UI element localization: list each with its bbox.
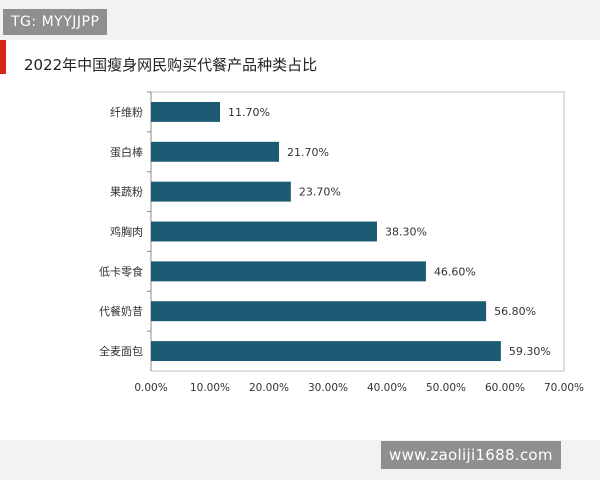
category-label: 纤维粉 — [110, 106, 143, 119]
data-label: 56.80% — [494, 305, 536, 318]
x-tick-label: 40.00% — [367, 382, 407, 394]
bar — [151, 301, 487, 322]
x-tick-label: 50.00% — [426, 382, 466, 394]
bars — [151, 101, 501, 362]
category-label: 蛋白棒 — [110, 145, 143, 159]
x-tick-label: 0.00% — [134, 382, 167, 394]
bar — [151, 341, 501, 362]
data-label: 21.70% — [287, 146, 329, 159]
x-tick-label: 20.00% — [249, 382, 289, 394]
data-label: 11.70% — [228, 106, 270, 119]
data-label: 46.60% — [434, 265, 476, 278]
category-label: 代餐奶昔 — [99, 304, 143, 318]
bar — [151, 181, 291, 202]
category-label: 果蔬粉 — [110, 186, 143, 199]
category-label: 低卡零食 — [99, 264, 143, 278]
x-tick-label: 60.00% — [485, 382, 525, 394]
watermark-bottom: www.zaoliji1688.com — [381, 441, 561, 469]
data-labels: 11.70% 21.70% 23.70% 38.30% 46.60% 56.80% 59.3… — [228, 106, 551, 358]
category-label: 全麦面包 — [99, 344, 143, 358]
chart-title: 2022年中国瘦身网民购买代餐产品种类占比 — [24, 56, 318, 74]
x-axis-ticks: 0.00% 10.00% 20.00% 30.00% 40.00% 50.00% 60.00… — [134, 382, 584, 394]
bar — [151, 141, 280, 162]
title-accent-bar — [0, 40, 6, 74]
bar — [151, 261, 426, 282]
data-label: 38.30% — [385, 226, 427, 239]
data-label: 23.70% — [299, 186, 341, 199]
category-label: 鸡胸肉 — [110, 225, 143, 239]
watermark-top: TG: MYYJJPP — [3, 9, 108, 35]
bar — [151, 101, 221, 122]
bar — [151, 221, 377, 242]
x-tick-label: 70.00% — [544, 382, 584, 394]
x-tick-label: 10.00% — [190, 382, 230, 394]
data-label: 59.30% — [509, 345, 551, 358]
x-tick-label: 30.00% — [308, 382, 348, 394]
